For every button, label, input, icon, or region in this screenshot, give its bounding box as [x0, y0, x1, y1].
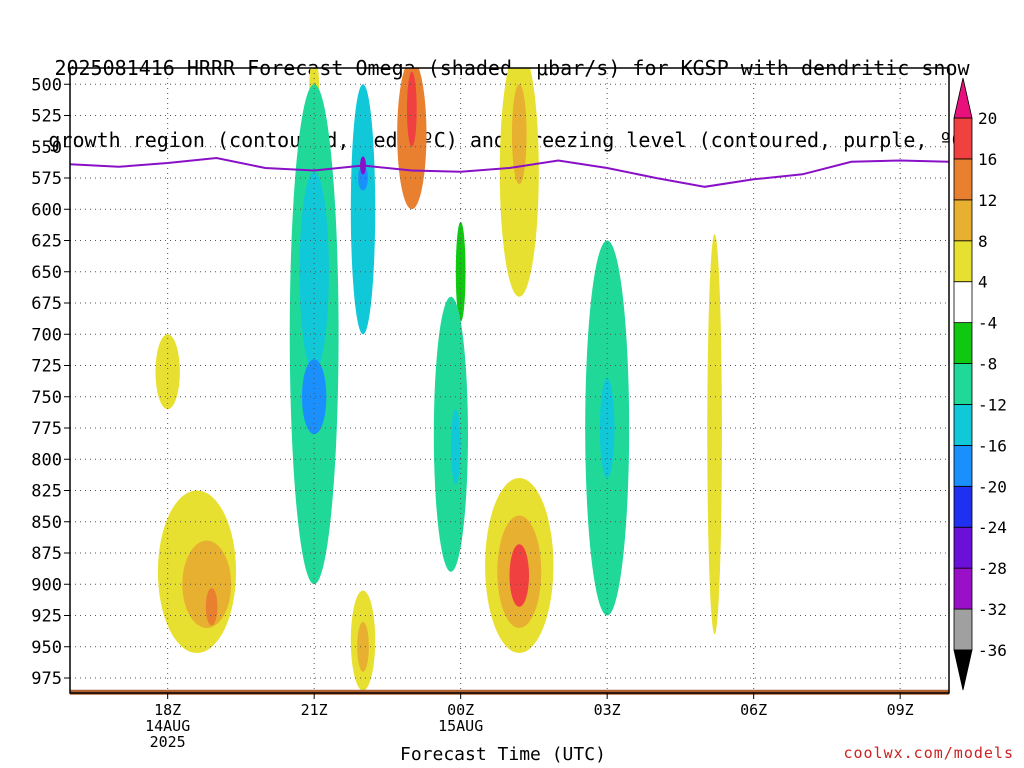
x-axis-title: Forecast Time (UTC)	[400, 744, 606, 765]
plot-frame	[69, 67, 950, 694]
y-axis: 500 525 550 575 600 625 650 675 700 725 750 775 800 8…	[31, 75, 70, 689]
colorbar-bin--36	[953, 608, 973, 651]
colorbar-bin--24	[953, 485, 973, 528]
y-tick-label-575: 575	[31, 169, 62, 189]
y-tick-label-800: 800	[31, 450, 62, 470]
x-tick-label-11-0: 03Z	[594, 701, 621, 719]
colorbar-label-12: 12	[978, 191, 997, 210]
colorbar-bin--20	[953, 444, 973, 487]
y-tick-label-900: 900	[31, 575, 62, 595]
y-tick-label-775: 775	[31, 419, 62, 439]
x-tick-label-5-0: 21Z	[301, 701, 328, 719]
x-tick-label-17-0: 09Z	[887, 701, 914, 719]
x-tick-label-8-0: 00Z	[447, 701, 474, 719]
x-tick-label-14-0: 06Z	[740, 701, 767, 719]
upward-motion-cell-24	[358, 165, 368, 191]
y-tick-label-975: 975	[31, 669, 62, 689]
colorbar-bin-8	[953, 199, 973, 242]
colorbar-label-20: 20	[978, 109, 997, 128]
y-tick-label-825: 825	[31, 482, 62, 502]
colorbar-bin--32	[953, 567, 973, 610]
x-tick-label-2-0: 18Z	[154, 701, 181, 719]
downward-motion-cell-9	[182, 540, 232, 628]
y-tick-label-750: 750	[31, 388, 62, 408]
y-tick-label-550: 550	[31, 138, 62, 158]
upward-motion-cell-17	[450, 409, 461, 485]
colorbar-label--28: -28	[978, 559, 1007, 578]
site-watermark: coolwx.com/models	[843, 744, 1014, 762]
colorbar-label--20: -20	[978, 477, 1007, 496]
x-tick-label-2-2: 2025	[150, 733, 186, 751]
upward-motion-cell-11	[433, 296, 468, 572]
x-tick-label-2-1: 14AUG	[145, 717, 190, 735]
y-tick-label-600: 600	[31, 200, 62, 220]
y-tick-label-700: 700	[31, 325, 62, 345]
colorbar-bin-16	[953, 117, 973, 160]
colorbar-label-16: 16	[978, 150, 997, 169]
colorbar: -36 -32 -28 -24 -20 -16 -12 -8 -4 4 8 12 16 20	[953, 77, 1007, 691]
colorbar-bin--12	[953, 363, 973, 405]
colorbar-bin-4	[953, 240, 973, 283]
colorbar-label--36: -36	[978, 641, 1007, 660]
colorbar-bin--16	[953, 404, 973, 446]
upward-motion-cell-20	[299, 171, 329, 372]
colorbar-label--8: -8	[978, 355, 997, 374]
colorbar-label-8: 8	[978, 232, 988, 251]
colorbar-label--24: -24	[978, 518, 1007, 537]
y-tick-label-875: 875	[31, 544, 62, 564]
colorbar-bin--28	[953, 526, 973, 569]
colorbar-label--12: -12	[978, 395, 1007, 414]
omega-shading	[155, 68, 722, 691]
downward-motion-cell-8	[511, 84, 527, 185]
dgz-marker	[360, 156, 366, 175]
x-tick-label-8-1: 15AUG	[438, 717, 483, 735]
downward-motion-cell-19	[205, 588, 218, 626]
colorbar-label-4: 4	[978, 273, 988, 292]
y-tick-label-950: 950	[31, 638, 62, 658]
colorbar-bin-12	[953, 158, 973, 201]
freezing-level-line	[69, 156, 950, 188]
downward-motion-cell-22	[406, 71, 417, 147]
y-tick-label-500: 500	[31, 75, 62, 95]
y-tick-label-525: 525	[31, 107, 62, 127]
colorbar-label--32: -32	[978, 600, 1007, 619]
colorbar-bin--4	[953, 281, 973, 324]
downward-motion-cell-2	[707, 234, 722, 635]
y-tick-label-925: 925	[31, 607, 62, 627]
grid-lines	[70, 68, 949, 693]
colorbar-max-arrow	[953, 77, 973, 119]
freezing-level-layer	[69, 156, 950, 188]
y-tick-label-850: 850	[31, 513, 62, 533]
y-tick-label-650: 650	[31, 263, 62, 283]
colorbar-label--16: -16	[978, 436, 1007, 455]
y-tick-label-625: 625	[31, 232, 62, 252]
colorbar-bin--8	[953, 322, 973, 364]
colorbar-label--4: -4	[978, 314, 997, 333]
colorbar-min-arrow	[953, 649, 973, 691]
y-tick-label-675: 675	[31, 294, 62, 314]
downward-motion-cell-1	[155, 334, 180, 410]
downward-motion-cell-14	[357, 621, 369, 672]
upward-motion-cell-21	[301, 359, 327, 435]
downward-motion-cell-23	[509, 544, 530, 607]
y-tick-label-725: 725	[31, 357, 62, 377]
upward-motion-cell-16	[350, 84, 376, 335]
